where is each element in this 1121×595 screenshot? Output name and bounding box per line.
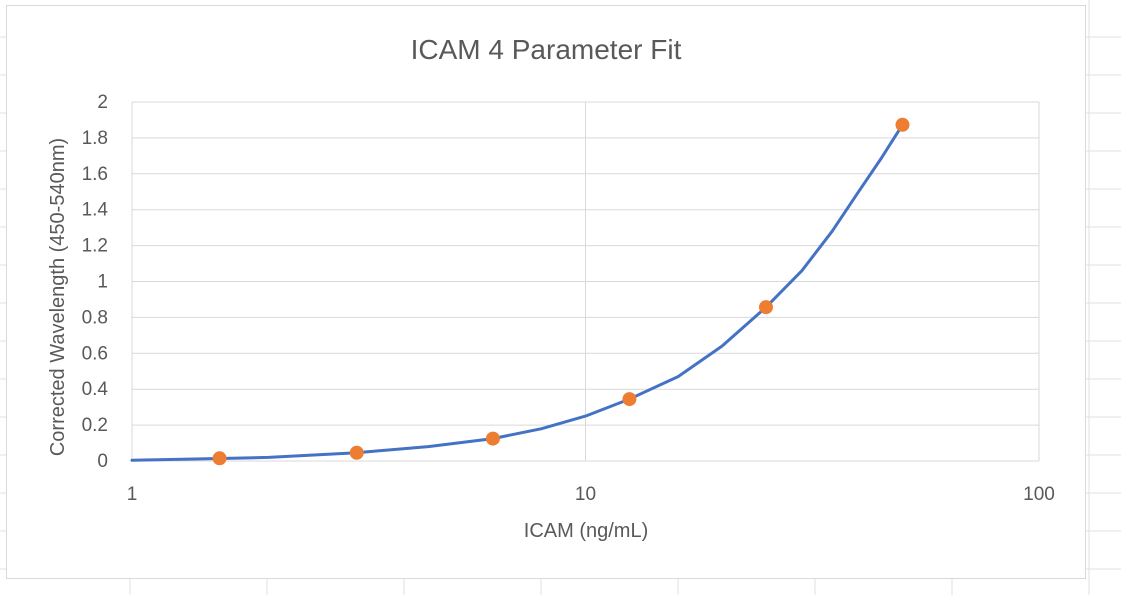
x-tick-label: 10 <box>575 484 596 505</box>
y-tick-label: 1.6 <box>82 164 108 185</box>
y-tick-labels: 0 0.2 0.4 0.6 0.8 1 1.2 1.4 1.6 1.8 2 <box>82 92 109 472</box>
data-point <box>758 300 773 315</box>
data-point <box>212 451 227 466</box>
y-tick-label: 0.8 <box>82 307 108 328</box>
x-tick-label: 1 <box>127 484 138 505</box>
y-tick-label: 1.4 <box>82 200 109 221</box>
data-point <box>349 445 364 460</box>
chart-area[interactable] <box>6 5 1086 579</box>
data-point <box>622 392 637 407</box>
fit-curve-layer <box>130 123 904 462</box>
y-tick-label: 0.6 <box>82 343 108 364</box>
fit-curve-line <box>130 123 904 462</box>
y-tick-label: 0.2 <box>82 415 108 436</box>
y-tick-label: 1.8 <box>82 128 108 149</box>
x-tick-label: 100 <box>1023 484 1055 505</box>
y-tick-label: 1 <box>97 272 108 293</box>
chart-title: ICAM 4 Parameter Fit <box>411 34 682 65</box>
y-tick-label: 2 <box>97 92 108 113</box>
data-point <box>485 431 500 446</box>
x-tick-labels: 1 10 100 <box>127 484 1055 505</box>
y-tick-label: 0.4 <box>82 379 109 400</box>
x-axis-title: ICAM (ng/mL) <box>524 520 648 542</box>
data-point <box>895 117 910 132</box>
y-axis-title: Corrected Wavelength (450-540nm) <box>47 138 69 456</box>
y-tick-label: 1.2 <box>82 236 108 257</box>
y-tick-label: 0 <box>97 451 108 472</box>
gridlines <box>131 101 1040 462</box>
data-points-layer <box>212 117 910 466</box>
